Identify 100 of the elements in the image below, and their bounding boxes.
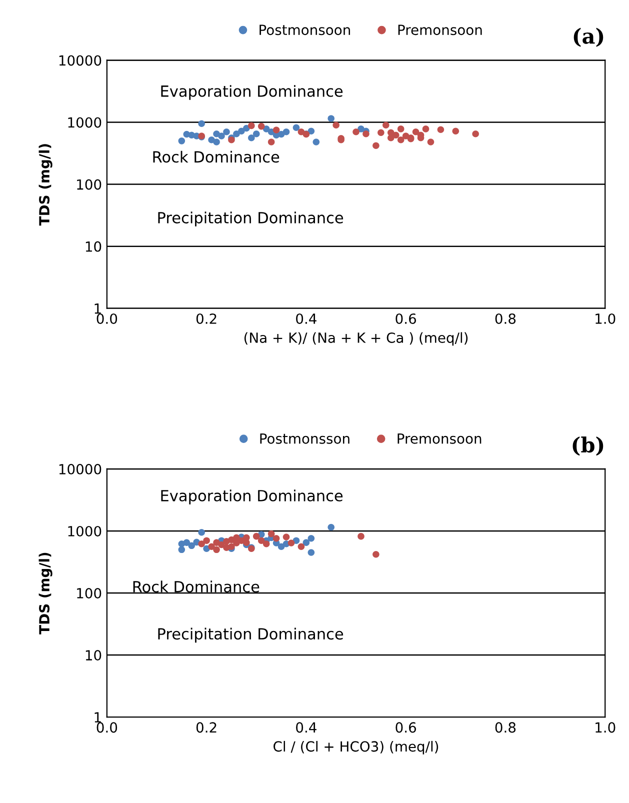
point (258, 122, 265, 130)
point (223, 128, 230, 136)
point (422, 126, 430, 132)
point (258, 537, 265, 544)
point (252, 130, 260, 138)
point (272, 534, 280, 542)
x-axis-title: Cl / (Cl + HCO3) (meq/l) (274, 740, 438, 754)
point (278, 543, 285, 550)
x-tick-label: 0.4 (296, 722, 316, 733)
annotation: Rock Dominance (133, 580, 260, 592)
point (223, 544, 230, 551)
point (378, 129, 384, 136)
point (268, 138, 275, 146)
x-tick-label: 0.2 (196, 722, 216, 733)
x-tick-label: 0.8 (495, 722, 516, 733)
point (278, 130, 285, 138)
x-tick-label: 1.0 (596, 313, 616, 324)
y-tick-label: 100 (77, 179, 102, 190)
x-tick-label: 0.0 (96, 313, 118, 324)
point (437, 126, 444, 134)
point (233, 130, 240, 138)
point (252, 532, 260, 540)
annotation: Precipitation Dominance (158, 212, 344, 226)
point (238, 128, 245, 135)
point (268, 530, 275, 538)
point (298, 128, 305, 136)
point (372, 550, 380, 558)
y-tick-label: 10000 (59, 55, 102, 66)
point (308, 534, 315, 542)
x-tick-label: 0.6 (396, 722, 416, 733)
x-tick-label: 0.8 (495, 313, 516, 324)
point (427, 138, 434, 146)
x-tick-label: 1.0 (596, 722, 616, 733)
point (243, 124, 250, 132)
point (328, 524, 335, 531)
point (248, 134, 255, 142)
y-tick-label: 10 (86, 650, 102, 661)
point (452, 128, 460, 135)
y-axis-title: TDS (mg/l) (38, 144, 52, 226)
point (308, 128, 315, 135)
point (272, 126, 280, 134)
legend-label: Premonsoon (398, 434, 482, 444)
text: (a) (574, 28, 604, 47)
point (213, 138, 220, 146)
point (352, 128, 360, 136)
annotation: Rock Dominance (153, 150, 280, 163)
point (198, 540, 205, 548)
point (178, 138, 186, 144)
point (412, 128, 420, 136)
point (233, 534, 240, 542)
point (328, 115, 335, 122)
point (282, 128, 290, 136)
point (298, 543, 305, 550)
point (183, 539, 190, 546)
point (292, 124, 300, 132)
point (218, 132, 225, 140)
x-tick-label: 0.0 (96, 722, 118, 733)
x-tick-label: 0.2 (196, 313, 216, 324)
annotation: Precipitation Dominance (158, 628, 344, 643)
point (203, 537, 210, 544)
point (248, 122, 255, 130)
y-tick-label: 1 (94, 304, 101, 314)
y-tick-label: 1 (94, 712, 101, 722)
text: (b) (572, 436, 604, 456)
x-tick-label: 0.6 (396, 313, 416, 324)
point (382, 122, 390, 128)
y-tick-label: 10 (86, 241, 102, 252)
point (178, 546, 186, 554)
y-tick-label: 1000 (68, 117, 102, 128)
point (198, 528, 205, 536)
point (282, 534, 290, 540)
y-tick-label: 10000 (59, 464, 102, 474)
point (288, 540, 295, 546)
point (397, 136, 404, 144)
x-tick-label: 0.4 (296, 313, 316, 324)
annotation: Evaporation Dominance (161, 85, 343, 100)
point (308, 549, 315, 556)
point (472, 130, 479, 138)
point (332, 122, 340, 128)
y-tick-label: 1000 (68, 526, 102, 536)
point (372, 142, 380, 150)
point (312, 138, 320, 146)
point (243, 534, 250, 542)
point (387, 129, 394, 136)
point (397, 126, 404, 132)
legend-label: Premonsoon (398, 24, 482, 36)
y-axis-title: TDS (mg/l) (38, 552, 52, 634)
x-axis-title: (Na + K)/ (Na + K + Ca ) (meq/l) (244, 332, 468, 346)
point (358, 532, 364, 540)
legend-label: Postmonsson (260, 434, 350, 444)
point (302, 539, 310, 546)
point (262, 540, 270, 548)
point (198, 120, 205, 128)
annotation: Evaporation Dominance (161, 490, 343, 504)
point (188, 542, 196, 550)
point (362, 130, 370, 138)
point (213, 546, 220, 554)
y-tick-label: 100 (77, 588, 102, 598)
legend-label: Postmonsoon (260, 24, 350, 36)
point (208, 543, 215, 550)
